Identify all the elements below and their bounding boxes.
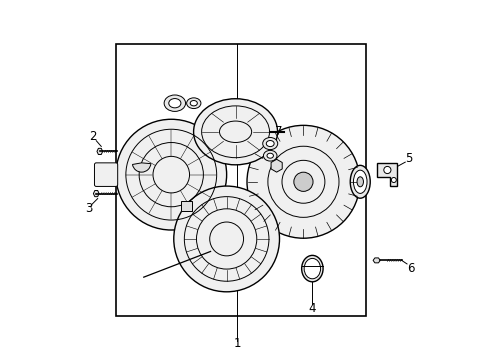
Ellipse shape <box>190 100 197 106</box>
Polygon shape <box>97 148 102 154</box>
Circle shape <box>246 125 359 238</box>
Polygon shape <box>93 190 99 197</box>
Circle shape <box>390 177 395 183</box>
Bar <box>181 202 192 211</box>
FancyBboxPatch shape <box>94 163 118 186</box>
Ellipse shape <box>193 99 277 165</box>
Circle shape <box>383 166 390 174</box>
Text: 7: 7 <box>275 125 283 138</box>
Bar <box>116 44 365 316</box>
Circle shape <box>293 172 312 192</box>
Text: 4: 4 <box>308 302 315 315</box>
Ellipse shape <box>266 140 274 147</box>
Circle shape <box>173 186 279 292</box>
Ellipse shape <box>168 99 181 108</box>
Ellipse shape <box>349 165 369 198</box>
Circle shape <box>116 119 226 230</box>
Ellipse shape <box>266 153 273 158</box>
Ellipse shape <box>304 258 320 279</box>
Polygon shape <box>377 163 397 186</box>
Wedge shape <box>132 163 151 172</box>
Text: 3: 3 <box>84 202 92 215</box>
Text: 6: 6 <box>406 262 413 275</box>
Ellipse shape <box>356 177 363 187</box>
Ellipse shape <box>186 98 201 109</box>
Ellipse shape <box>301 255 323 282</box>
Ellipse shape <box>262 138 277 150</box>
Ellipse shape <box>353 170 366 193</box>
Ellipse shape <box>164 95 185 111</box>
Ellipse shape <box>263 150 276 161</box>
Text: 2: 2 <box>89 130 96 143</box>
Polygon shape <box>270 159 282 172</box>
Text: 5: 5 <box>404 152 412 165</box>
Polygon shape <box>372 258 380 263</box>
Text: 1: 1 <box>233 337 241 350</box>
